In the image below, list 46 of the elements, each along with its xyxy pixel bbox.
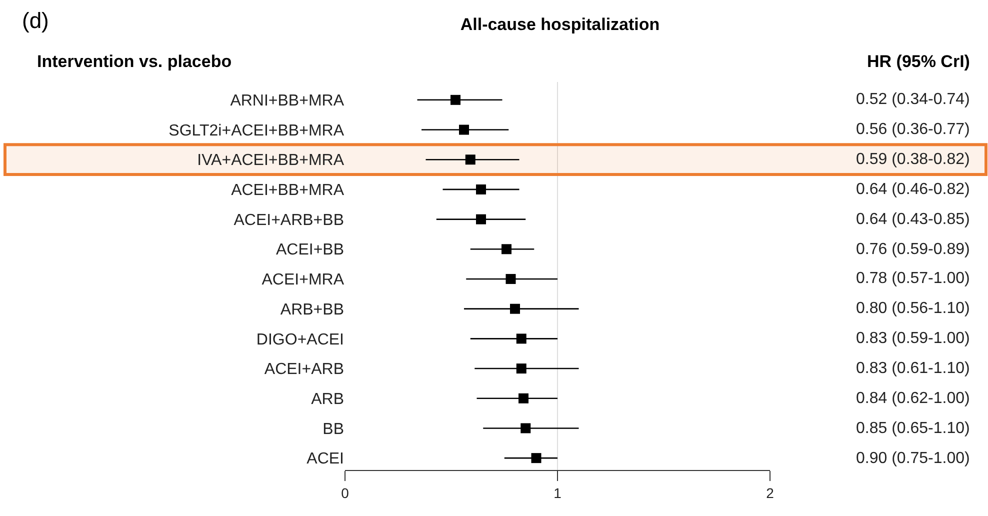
data-label: 0.78 (0.57-1.00) <box>856 270 970 287</box>
point <box>502 244 512 254</box>
y-tick-label: ACEI+BB <box>276 242 344 259</box>
point <box>459 124 469 135</box>
y-tick-label: ACEI+BB+MRA <box>231 182 344 200</box>
data-label: 0.56 (0.36-0.77) <box>856 121 970 138</box>
chart-title: All-cause hospitalization <box>460 14 660 34</box>
point <box>516 364 526 374</box>
point <box>506 274 516 284</box>
y-tick-label: ACEI+MRA <box>262 272 344 289</box>
y-tick-label: ACEI+ARB <box>264 361 344 378</box>
text: HR (95% CrI) <box>867 52 970 71</box>
point <box>465 154 476 165</box>
y-axis-title: Intervention vs. placebo <box>37 52 232 71</box>
point <box>450 94 460 105</box>
y-tick-label: ARB <box>311 390 344 408</box>
data-label: 0.85 (0.65-1.10) <box>856 420 970 437</box>
point <box>531 453 542 464</box>
point <box>520 423 531 434</box>
data-label: 0.84 (0.62-1.00) <box>856 390 970 407</box>
data-label: 0.80 (0.56-1.10) <box>856 300 970 317</box>
point <box>518 393 528 404</box>
y-tick-label: IVA+ACEI+BB+MRA <box>197 152 344 170</box>
data-label: 0.90 (0.75-1.00) <box>856 450 970 467</box>
point <box>476 214 486 224</box>
point <box>516 334 526 344</box>
y-tick-label: ARB+BB <box>280 301 344 318</box>
data-label: 0.83 (0.59-1.00) <box>856 330 970 347</box>
x-tick-label: 1 <box>554 484 562 501</box>
y-tick-label: ACEI <box>306 450 344 468</box>
data-label: 0.64 (0.46-0.82) <box>856 181 970 198</box>
point <box>476 184 486 194</box>
y-tick-label: BB <box>322 420 344 438</box>
y-tick-label: ARNI+BB+MRA <box>230 92 344 110</box>
data-label: 0.76 (0.59-0.89) <box>856 241 970 258</box>
y-tick-label: DIGO+ACEI <box>256 331 344 348</box>
x-tick-label: 0 <box>341 484 350 501</box>
data-label: 0.52 (0.34-0.74) <box>856 91 970 108</box>
data-label: 0.83 (0.61-1.10) <box>856 360 970 377</box>
data-label: 0.64 (0.43-0.85) <box>856 211 970 228</box>
text: (d) <box>22 8 49 33</box>
point <box>510 304 520 314</box>
data-label: 0.59 (0.38-0.82) <box>856 151 970 168</box>
x-tick-label: 2 <box>766 484 774 501</box>
y-tick-label: SGLT2i+ACEI+BB+MRA <box>168 122 344 140</box>
y-tick-label: ACEI+ARB+BB <box>234 212 344 229</box>
